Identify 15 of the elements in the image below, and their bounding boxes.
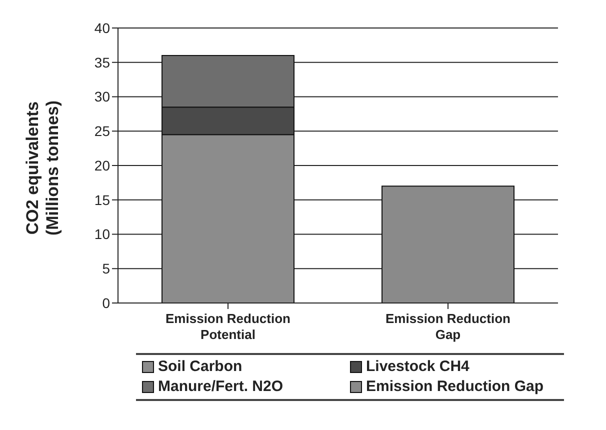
y-tick-label: 40 xyxy=(94,20,110,36)
legend-label: Emission Reduction Gap xyxy=(366,377,544,397)
y-tick-label: 10 xyxy=(94,226,110,242)
y-tick-label: 25 xyxy=(94,123,110,140)
y-axis-title: CO2 equivalents (Millions tonnes) xyxy=(23,99,63,238)
y-tick-label: 15 xyxy=(94,192,110,208)
y-tick-label: 0 xyxy=(102,294,110,311)
y-tick-label: 5 xyxy=(102,260,110,277)
legend-label: Soil Carbon xyxy=(158,357,242,377)
legend-label: Manure/Fert. N2O xyxy=(158,377,284,397)
y-tick-label: 30 xyxy=(94,88,110,105)
y-tick-label: 35 xyxy=(94,54,110,70)
legend-label: Livestock CH4 xyxy=(366,357,470,377)
x-tick-label: Emission Reduction Potential xyxy=(166,311,291,342)
y-tick-label: 20 xyxy=(94,157,110,174)
